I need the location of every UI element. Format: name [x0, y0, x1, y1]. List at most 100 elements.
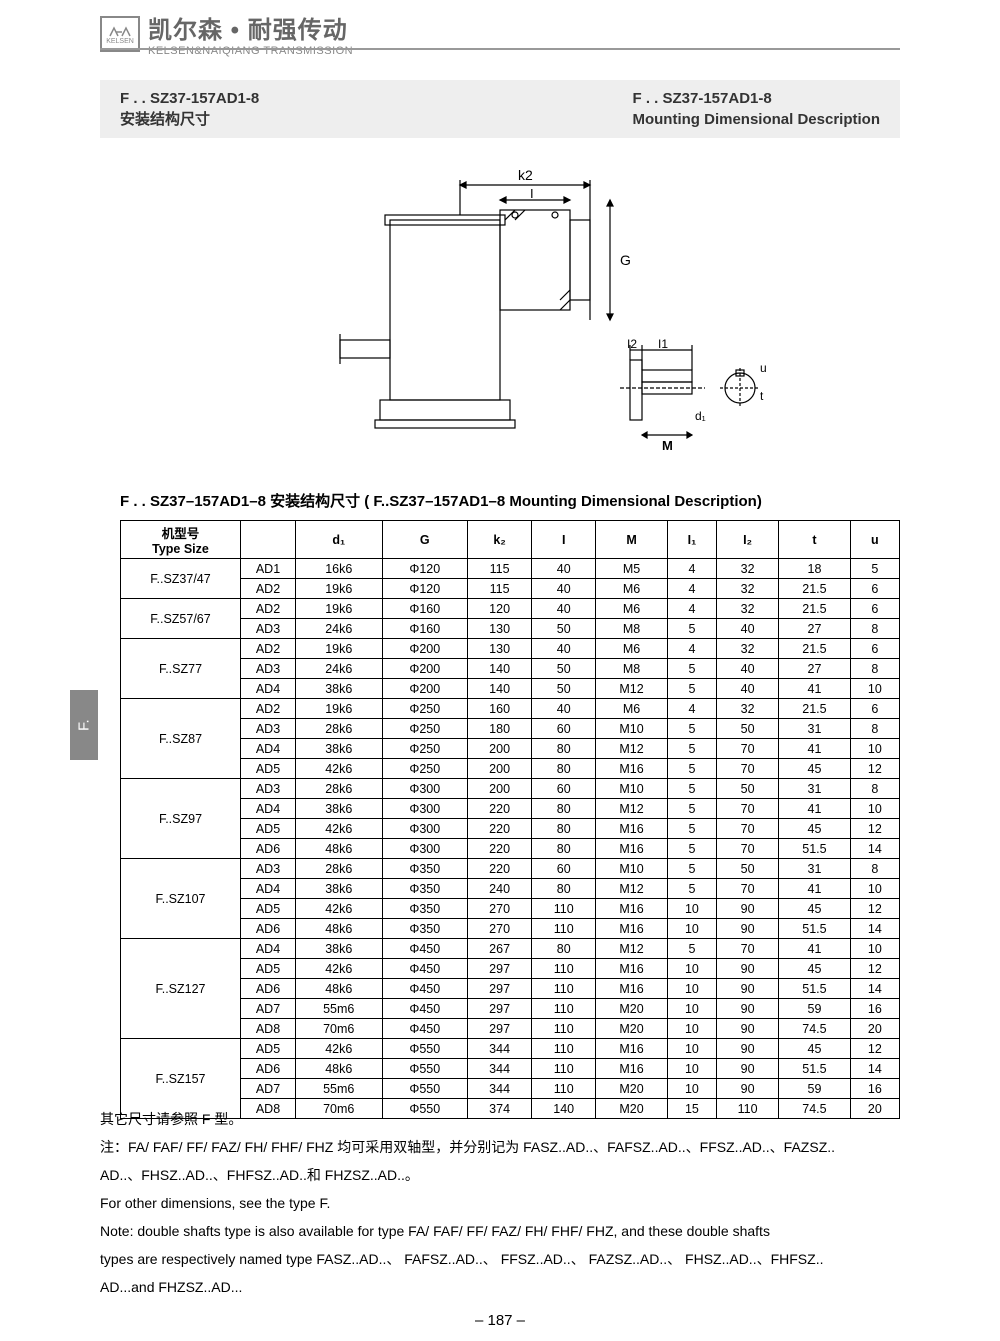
- table-row: F..SZ37/47AD116k6Φ12011540M5432185: [121, 559, 900, 579]
- data-cell: 42k6: [296, 819, 383, 839]
- data-cell: 110: [532, 899, 596, 919]
- data-cell: 16: [850, 999, 899, 1019]
- data-cell: Φ550: [382, 1059, 468, 1079]
- label-I: I: [530, 186, 534, 201]
- data-cell: 5: [667, 879, 716, 899]
- data-cell: AD7: [241, 999, 296, 1019]
- data-cell: 50: [532, 619, 596, 639]
- table-row: F..SZ127AD438k6Φ45026780M125704110: [121, 939, 900, 959]
- data-cell: 115: [468, 559, 532, 579]
- col-ad: [241, 521, 296, 559]
- data-cell: 38k6: [296, 739, 383, 759]
- table-title: F . . SZ37–157AD1–8 安装结构尺寸 ( F..SZ37–157…: [120, 490, 762, 511]
- data-cell: 5: [667, 779, 716, 799]
- data-cell: M6: [596, 639, 668, 659]
- data-cell: M16: [596, 919, 668, 939]
- data-cell: 70: [717, 799, 779, 819]
- data-cell: 38k6: [296, 799, 383, 819]
- data-cell: AD2: [241, 579, 296, 599]
- data-cell: 6: [850, 579, 899, 599]
- data-cell: 5: [667, 939, 716, 959]
- type-cell: F..SZ87: [121, 699, 241, 779]
- data-cell: AD5: [241, 819, 296, 839]
- data-cell: 200: [468, 779, 532, 799]
- label-M: M: [662, 438, 673, 453]
- title-right-1: F . . SZ37-157AD1-8: [632, 88, 880, 109]
- data-cell: AD2: [241, 699, 296, 719]
- data-cell: M8: [596, 659, 668, 679]
- data-cell: M16: [596, 899, 668, 919]
- data-cell: 5: [667, 619, 716, 639]
- data-cell: 10: [667, 1059, 716, 1079]
- data-cell: 90: [717, 1039, 779, 1059]
- col-u: u: [850, 521, 899, 559]
- data-cell: 5: [667, 799, 716, 819]
- data-cell: 70: [717, 819, 779, 839]
- data-cell: AD5: [241, 759, 296, 779]
- data-cell: 240: [468, 879, 532, 899]
- data-cell: 5: [667, 839, 716, 859]
- data-cell: M16: [596, 959, 668, 979]
- data-cell: 6: [850, 599, 899, 619]
- note-line7: AD...and FHZSZ..AD...: [100, 1273, 900, 1301]
- data-cell: AD2: [241, 639, 296, 659]
- data-cell: 180: [468, 719, 532, 739]
- note-line3: AD..、FHSZ..AD..、FHFSZ..AD..和 FHZSZ..AD..…: [100, 1161, 900, 1189]
- data-cell: 8: [850, 859, 899, 879]
- data-cell: 27: [779, 619, 851, 639]
- col-I1: I₁: [667, 521, 716, 559]
- data-cell: 55m6: [296, 999, 383, 1019]
- data-cell: Φ300: [382, 779, 468, 799]
- col-G: G: [382, 521, 468, 559]
- data-cell: M12: [596, 879, 668, 899]
- data-cell: Φ350: [382, 859, 468, 879]
- data-cell: Φ160: [382, 619, 468, 639]
- table-header-row: 机型号 Type Size d₁ G k₂ I M I₁ I₂ t u: [121, 521, 900, 559]
- data-cell: 32: [717, 599, 779, 619]
- data-cell: 10: [667, 899, 716, 919]
- data-cell: 21.5: [779, 599, 851, 619]
- data-cell: 38k6: [296, 939, 383, 959]
- data-cell: 8: [850, 619, 899, 639]
- data-cell: 28k6: [296, 859, 383, 879]
- data-cell: 40: [532, 699, 596, 719]
- data-cell: AD6: [241, 1059, 296, 1079]
- type-cell: F..SZ127: [121, 939, 241, 1039]
- data-cell: 297: [468, 1019, 532, 1039]
- data-cell: 220: [468, 799, 532, 819]
- data-cell: 70: [717, 879, 779, 899]
- data-cell: 5: [667, 739, 716, 759]
- data-cell: 130: [468, 619, 532, 639]
- data-cell: 21.5: [779, 639, 851, 659]
- data-cell: 140: [468, 659, 532, 679]
- data-cell: 48k6: [296, 839, 383, 859]
- data-cell: 48k6: [296, 919, 383, 939]
- data-cell: 18: [779, 559, 851, 579]
- data-cell: 270: [468, 919, 532, 939]
- data-cell: AD6: [241, 979, 296, 999]
- data-cell: 40: [532, 599, 596, 619]
- data-cell: 59: [779, 1079, 851, 1099]
- data-cell: 45: [779, 959, 851, 979]
- data-cell: 12: [850, 819, 899, 839]
- data-cell: 4: [667, 699, 716, 719]
- note-line5: Note: double shafts type is also availab…: [100, 1217, 900, 1245]
- data-cell: M6: [596, 699, 668, 719]
- data-cell: Φ200: [382, 659, 468, 679]
- data-cell: 110: [532, 1079, 596, 1099]
- data-cell: 41: [779, 679, 851, 699]
- label-I2: I2: [627, 337, 637, 351]
- data-cell: Φ300: [382, 799, 468, 819]
- data-cell: 10: [667, 979, 716, 999]
- data-cell: 12: [850, 759, 899, 779]
- data-cell: M6: [596, 579, 668, 599]
- data-cell: 130: [468, 639, 532, 659]
- data-cell: 90: [717, 999, 779, 1019]
- data-cell: 115: [468, 579, 532, 599]
- data-cell: M8: [596, 619, 668, 639]
- data-cell: 10: [667, 1079, 716, 1099]
- title-block: F . . SZ37-157AD1-8 安装结构尺寸 F . . SZ37-15…: [100, 80, 900, 138]
- data-cell: M12: [596, 799, 668, 819]
- dimensions-table: 机型号 Type Size d₁ G k₂ I M I₁ I₂ t u F..S…: [120, 520, 900, 1119]
- note-line4: For other dimensions, see the type F.: [100, 1189, 900, 1217]
